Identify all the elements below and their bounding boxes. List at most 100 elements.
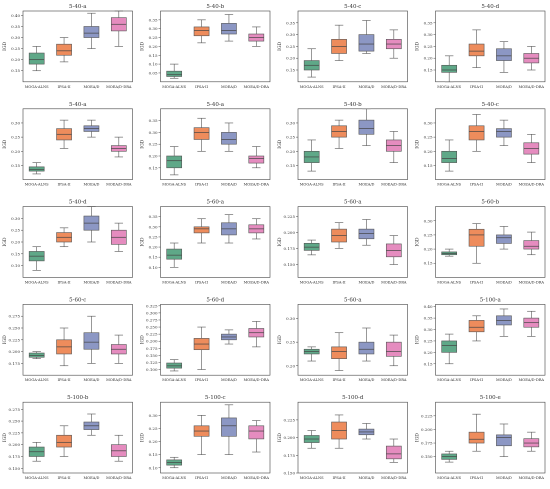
subplot-7: 5-40-b IGD 0.15 0.20 0.25 0.30 MOGA-ALNS IPSA-I… <box>277 102 408 187</box>
subplot-8: 5-40-c IGD 0.15 0.20 0.25 0.30 MOGA-ALNS IPSA-I… <box>415 102 546 187</box>
y-tick-label: 0.200 <box>284 230 296 235</box>
subplot-title: 5-40-d <box>69 200 87 206</box>
x-tick-label: MOEA/D <box>496 476 512 480</box>
y-axis-label: IGD <box>140 433 146 442</box>
plot-frame <box>22 401 133 474</box>
x-tick-label: IPSA-II <box>470 280 484 284</box>
box-moea-d <box>496 41 512 73</box>
y-tick-label: 0.200 <box>421 427 433 432</box>
subplot-title: 5-60-d <box>206 297 224 303</box>
iqr-box <box>221 417 237 437</box>
iqr-box <box>56 43 72 56</box>
iqr-box <box>166 155 183 169</box>
x-tick-label: MOEA/D-DRA <box>381 183 407 187</box>
y-tick-label: 0.15 <box>424 361 433 366</box>
y-tick-label: 0.20 <box>424 350 433 355</box>
iqr-box <box>83 332 100 350</box>
y-tick-label: 0.200 <box>284 435 296 440</box>
subplot-title: 5-40-b <box>344 102 362 108</box>
subplot-title: 5-40-a <box>207 102 225 108</box>
iqr-box <box>496 434 512 447</box>
x-tick-label: MOGA-ALNS <box>162 378 186 382</box>
y-tick-label: 0.225 <box>421 413 433 418</box>
x-tick-label: MOEA/D-DRA <box>519 280 545 284</box>
iqr-box <box>496 128 512 138</box>
y-tick-label: 0.25 <box>149 426 158 431</box>
x-tick-label: MOEA/D-DRA <box>106 183 132 187</box>
box-ipsa-ii <box>56 37 72 63</box>
box-moea-d-dra <box>248 146 265 169</box>
box-moea-d-dra <box>385 235 402 265</box>
box-moea-d-dra <box>248 420 265 453</box>
box-moea-d <box>496 423 512 457</box>
x-tick-label: MOEA/D-DRA <box>106 378 132 382</box>
subplot-title: 5-40-a <box>69 102 87 108</box>
y-tick-label: 0.10 <box>149 62 158 67</box>
y-tick-label: 0.150 <box>9 466 21 471</box>
y-tick-label: 0.20 <box>11 149 20 154</box>
y-axis-label: IGD <box>140 42 146 51</box>
iqr-box <box>468 43 485 57</box>
x-tick-label: MOEA/D-DRA <box>381 378 407 382</box>
y-axis-label: IGD <box>2 237 8 246</box>
box-moga-alns <box>166 359 183 372</box>
box-moea-d-dra <box>523 46 540 71</box>
subplot-title: 5-100-a <box>480 297 502 303</box>
x-tick-label: MOEA/D-DRA <box>381 85 407 89</box>
x-tick-label: MOEA/D <box>496 85 512 89</box>
box-moea-d-dra <box>385 29 402 59</box>
y-tick-label: 0.30 <box>149 26 158 31</box>
box-moga-alns <box>441 248 458 257</box>
y-axis-label: IGD <box>2 335 8 344</box>
y-tick-label: 0.275 <box>9 314 21 319</box>
subplot-11: 5-60-a IGD 0.150 0.175 0.200 0.225 MOGA-ALNS IP… <box>277 200 408 284</box>
y-tick-label: 0.30 <box>286 32 295 37</box>
x-tick-label: IPSA-II <box>58 378 72 382</box>
box-moea-d <box>221 122 237 152</box>
y-axis-label: IGD <box>415 433 421 442</box>
x-tick-label: IPSA-II <box>470 378 484 382</box>
subplot-title: 5-40-c <box>344 4 361 10</box>
iqr-box <box>28 52 45 65</box>
x-tick-label: MOEA/D-DRA <box>244 183 270 187</box>
subplot-1: 5-40-a IGD 0.15 0.20 0.25 0.30 0.35 0.40 MOGA-AL… <box>2 4 133 89</box>
plot-frame <box>22 10 133 83</box>
y-tick-label: 0.35 <box>149 214 158 219</box>
box-ipsa-ii <box>331 414 347 449</box>
box-moea-d <box>221 404 237 455</box>
y-tick-label: 0.30 <box>149 413 158 418</box>
y-axis-label: IGD <box>415 139 421 148</box>
y-tick-label: 0.30 <box>424 32 433 37</box>
y-tick-label: 0.40 <box>424 304 433 309</box>
subplot-10: 5-60-a IGD 0.10 0.15 0.20 0.25 0.30 0.35 MOGA-AL… <box>140 200 271 284</box>
y-tick-label: 0.25 <box>149 35 158 40</box>
box-ipsa-ii <box>56 119 72 149</box>
y-tick-label: 0.15 <box>149 53 158 58</box>
y-tick-label: 0.150 <box>284 471 296 476</box>
y-tick-label: 0.25 <box>286 340 295 345</box>
y-tick-label: 0.20 <box>286 56 295 61</box>
box-moea-d <box>83 12 100 49</box>
iqr-box <box>358 34 375 52</box>
box-moea-d <box>358 219 375 246</box>
x-tick-label: MOEA/D-DRA <box>244 280 270 284</box>
y-tick-label: 0.100 <box>146 367 158 372</box>
box-moea-d <box>358 108 375 146</box>
y-tick-label: 0.175 <box>284 246 296 251</box>
plot-frame <box>435 108 546 180</box>
y-tick-label: 0.35 <box>424 316 433 321</box>
box-moea-d <box>83 315 100 364</box>
box-moga-alns <box>28 351 45 359</box>
y-tick-label: 0.15 <box>149 165 158 170</box>
subplot-15: 5-60-a IGD 0.20 0.25 0.30 MOGA-ALNS IPSA-II MOE… <box>277 297 408 382</box>
box-ipsa-ii <box>331 332 347 371</box>
y-tick-label: 0.175 <box>9 454 21 459</box>
x-tick-label: MOEA/D <box>221 378 237 382</box>
x-tick-label: MOGA-ALNS <box>25 85 49 89</box>
subplot-title: 5-60-a <box>344 297 362 303</box>
y-axis-label: IGD <box>277 433 283 442</box>
y-tick-label: 0.20 <box>424 56 433 61</box>
y-tick-label: 0.225 <box>284 417 296 422</box>
y-axis-label: IGD <box>2 42 8 51</box>
iqr-box <box>248 155 265 164</box>
